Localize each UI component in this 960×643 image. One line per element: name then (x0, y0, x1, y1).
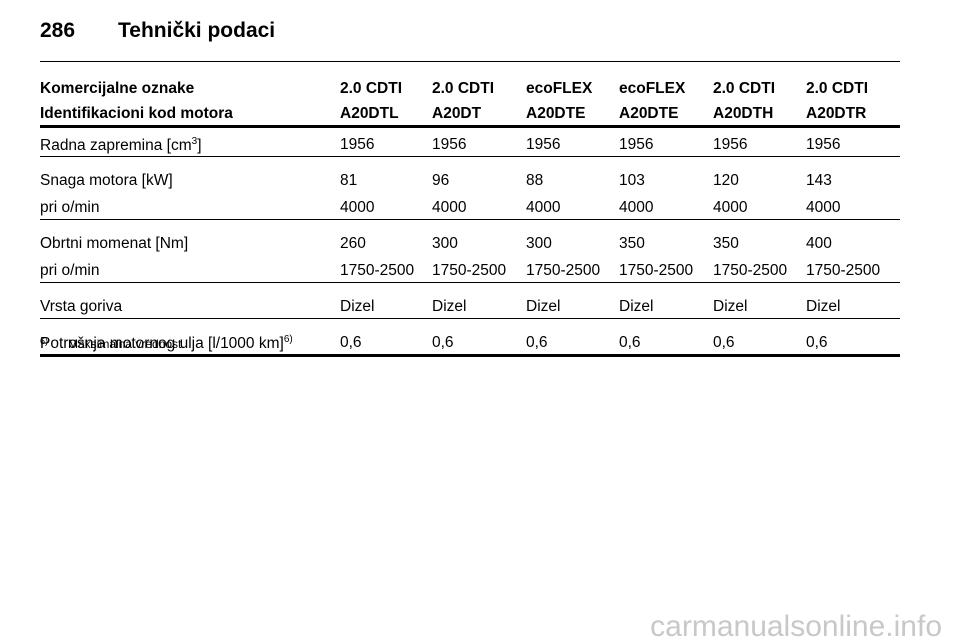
value-cell: 96 (432, 172, 450, 189)
row-label: pri o/min (40, 263, 99, 279)
column-header: 2.0 CDTI (806, 80, 869, 97)
column-header: A20DTR (806, 105, 867, 122)
row-label: Vrsta goriva (40, 299, 122, 315)
column-header: A20DTE (619, 105, 679, 122)
value-cell: 0,6 (526, 334, 548, 351)
label-text: pri o/min (40, 199, 100, 216)
column-header: 2.0 CDTI (340, 80, 403, 97)
label-text: pri o/min (40, 262, 100, 279)
value-cell: Dizel (806, 298, 841, 315)
value-cell: 4000 (526, 199, 561, 216)
label-text: Vrsta goriva (40, 298, 123, 315)
value-cell: 1750-2500 (432, 262, 507, 279)
value-cell: 1956 (806, 136, 841, 153)
footnote-text: Maksimalna vrednost. (68, 337, 185, 351)
value-cell: 1750-2500 (713, 262, 788, 279)
value-cell: Dizel (713, 298, 748, 315)
value-cell: 1750-2500 (526, 262, 601, 279)
value-cell: Dizel (526, 298, 561, 315)
value-cell: 1750-2500 (340, 262, 415, 279)
value-cell: 1750-2500 (806, 262, 881, 279)
value-cell: 120 (713, 172, 739, 189)
row-rule (40, 318, 900, 319)
column-header: 2.0 CDTI (713, 80, 776, 97)
value-cell: 103 (619, 172, 645, 189)
row-rule (40, 354, 900, 357)
value-cell: Dizel (432, 298, 467, 315)
value-cell: Dizel (619, 298, 654, 315)
value-cell: 400 (806, 235, 832, 252)
superscript: 3 (191, 136, 198, 147)
value-cell: 4000 (806, 199, 841, 216)
header-rule (40, 61, 900, 62)
label-text: Obrtni momenat [Nm] (40, 235, 189, 252)
value-cell: 4000 (340, 199, 375, 216)
page-number: 286 (40, 19, 76, 42)
value-cell: 1750-2500 (619, 262, 694, 279)
column-header: A20DTL (340, 105, 399, 122)
column-header: 2.0 CDTI (432, 80, 495, 97)
row-label: pri o/min (40, 200, 99, 216)
value-cell: 143 (806, 172, 832, 189)
value-cell: 300 (526, 235, 552, 252)
value-cell: 0,6 (713, 334, 735, 351)
row-label: Potrošnja motornog ulja [l/1000 km]6) (40, 335, 293, 352)
row-label: Snaga motora [kW] (40, 173, 173, 189)
row-rule (40, 156, 900, 157)
superscript: 6) (283, 334, 293, 345)
value-cell: 0,6 (806, 334, 828, 351)
column-header: A20DTH (713, 105, 774, 122)
column-header: ecoFLEX (619, 80, 686, 97)
value-cell: 1956 (619, 136, 654, 153)
row-rule (40, 282, 900, 283)
row-label: Obrtni momenat [Nm] (40, 236, 188, 252)
value-cell: 88 (526, 172, 544, 189)
value-cell: 81 (340, 172, 358, 189)
value-cell: 260 (340, 235, 366, 252)
label-text: Radna zapremina [cm (40, 137, 192, 154)
value-cell: 0,6 (432, 334, 454, 351)
value-cell: 350 (619, 235, 645, 252)
value-cell: 4000 (619, 199, 654, 216)
value-cell: 1956 (432, 136, 467, 153)
column-header: A20DTE (526, 105, 586, 122)
row-header: Komercijalne oznake (40, 80, 195, 97)
value-cell: 1956 (526, 136, 561, 153)
label-text: Snaga motora [kW] (40, 172, 173, 189)
label-text: ] (197, 137, 202, 154)
value-cell: 0,6 (619, 334, 641, 351)
row-label: Radna zapremina [cm3] (40, 137, 202, 154)
value-cell: 4000 (713, 199, 748, 216)
column-header: ecoFLEX (526, 80, 593, 97)
value-cell: 1956 (713, 136, 748, 153)
value-cell: Dizel (340, 298, 375, 315)
value-cell: 0,6 (340, 334, 362, 351)
row-rule (40, 125, 900, 128)
row-rule (40, 219, 900, 220)
label-text: Potrošnja motornog ulja [l/1000 km] (40, 335, 284, 352)
value-cell: 350 (713, 235, 739, 252)
page-title: Tehnički podaci (118, 19, 276, 42)
value-cell: 300 (432, 235, 458, 252)
column-header: A20DT (432, 105, 482, 122)
footnote-marker: 6) (40, 336, 49, 346)
watermark: carmanualsonline.info (650, 610, 942, 643)
row-header: Identifikacioni kod motora (40, 105, 233, 122)
value-cell: 4000 (432, 199, 467, 216)
value-cell: 1956 (340, 136, 375, 153)
